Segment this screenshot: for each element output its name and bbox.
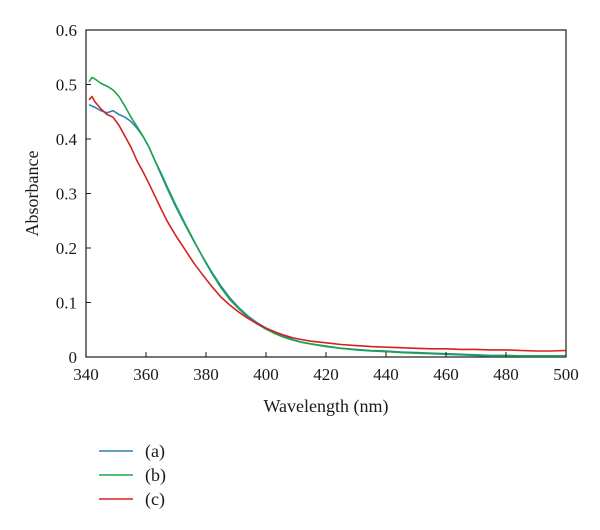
x-tick-label: 500 bbox=[553, 365, 579, 384]
legend-label-a: (a) bbox=[145, 441, 165, 462]
x-tick-label: 420 bbox=[313, 365, 339, 384]
y-tick-label: 0.5 bbox=[56, 76, 77, 95]
y-tick-label: 0 bbox=[69, 348, 78, 367]
y-axis-title: Absorbance bbox=[22, 151, 42, 237]
y-tick-label: 0.3 bbox=[56, 185, 77, 204]
y-tick-label: 0.2 bbox=[56, 239, 77, 258]
x-axis-ticks: 340 360 380 400 420 440 460 480 500 bbox=[73, 352, 579, 384]
y-tick-label: 0.4 bbox=[56, 130, 78, 149]
x-tick-label: 460 bbox=[433, 365, 459, 384]
legend-label-b: (b) bbox=[145, 465, 166, 486]
x-axis-title: Wavelength (nm) bbox=[263, 396, 388, 417]
series-layer bbox=[88, 76, 567, 357]
series-line-a bbox=[88, 103, 566, 357]
y-tick-label: 0.1 bbox=[56, 294, 77, 313]
x-tick-label: 380 bbox=[193, 365, 219, 384]
x-tick-label: 360 bbox=[133, 365, 159, 384]
x-tick-label: 440 bbox=[373, 365, 399, 384]
x-tick-label: 480 bbox=[493, 365, 519, 384]
y-tick-label: 0.6 bbox=[56, 21, 77, 40]
plot-area-frame bbox=[85, 29, 567, 358]
series-line-c bbox=[88, 95, 567, 352]
series-line-b bbox=[88, 76, 566, 357]
y-axis-ticks: 0 0.1 0.2 0.3 0.4 0.5 0.6 bbox=[56, 21, 91, 367]
legend-label-c: (c) bbox=[145, 489, 165, 510]
x-tick-label: 400 bbox=[253, 365, 279, 384]
legend: (a) (b) (c) bbox=[99, 441, 166, 510]
x-tick-label: 340 bbox=[73, 365, 99, 384]
